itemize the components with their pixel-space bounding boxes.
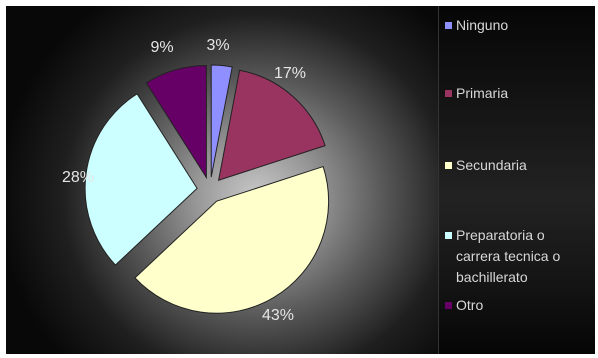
legend-label-secundaria: Secundaria — [456, 157, 527, 173]
legend-swatch-primaria — [445, 90, 452, 97]
legend-swatch-ninguno — [445, 22, 452, 29]
legend-label-preparatoria-line3: bachillerato — [456, 269, 528, 285]
legend-swatch-secundaria — [445, 162, 452, 169]
legend-label-primaria: Primaria — [456, 85, 508, 101]
data-label-preparatoria: 28% — [62, 169, 94, 186]
legend-swatch-preparatoria — [445, 232, 452, 239]
pie-slice-secundaria — [134, 165, 330, 314]
pie-slice-preparatoria — [84, 93, 198, 266]
pie-slices — [84, 64, 330, 314]
data-label-otro: 9% — [150, 39, 173, 56]
legend-label-preparatoria-line1: Preparatoria o — [456, 227, 545, 243]
legend: Ninguno Primaria Secundaria Preparatoria o c… — [445, 17, 560, 313]
pie-slice-primaria — [217, 69, 326, 181]
data-label-primaria: 17% — [274, 65, 306, 82]
legend-swatch-otro — [445, 302, 452, 309]
legend-label-otro: Otro — [456, 297, 483, 313]
legend-area — [438, 6, 595, 354]
data-label-secundaria: 43% — [262, 307, 294, 324]
data-label-ninguno: 3% — [206, 37, 229, 54]
legend-label-preparatoria-line2: carrera tecnica o — [456, 248, 560, 264]
pie-slice-ninguno — [210, 64, 233, 178]
legend-label-ninguno: Ninguno — [456, 17, 508, 33]
pie-slice-otro — [145, 65, 207, 180]
